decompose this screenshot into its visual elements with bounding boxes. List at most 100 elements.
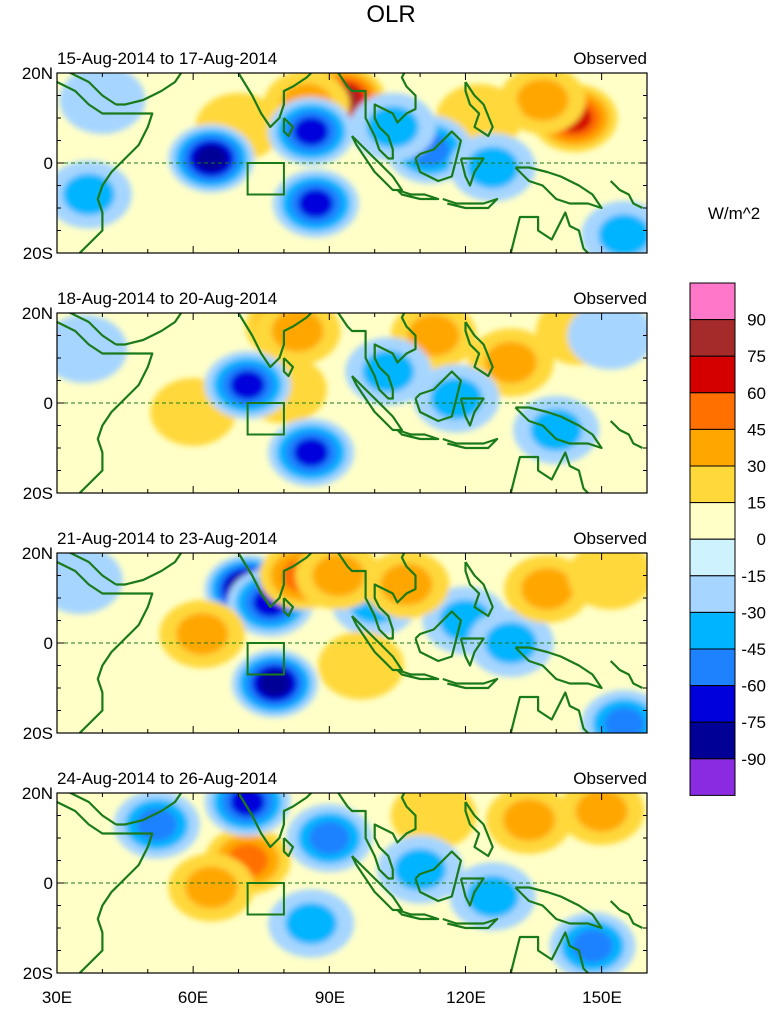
anomaly-contour <box>308 821 350 855</box>
anomaly-contour <box>318 631 405 700</box>
y-tick-label: 20S <box>23 724 53 743</box>
coastline <box>282 837 295 858</box>
panel-label: Observed <box>573 289 647 308</box>
colorbar-swatch <box>689 319 736 357</box>
coastline <box>442 197 499 210</box>
colorbar-label: -15 <box>741 567 766 586</box>
coastline <box>116 73 183 106</box>
panel-label: Observed <box>573 769 647 788</box>
anomaly-contour <box>394 848 447 891</box>
colorbar-label: 75 <box>747 347 766 366</box>
coastline <box>57 321 154 493</box>
colorbar-swatch <box>689 392 736 430</box>
coastline <box>442 677 499 690</box>
anomaly-contour <box>312 554 365 597</box>
anomaly-contour <box>407 314 460 357</box>
coastline <box>442 437 499 450</box>
region-box <box>246 402 285 436</box>
coastline <box>57 801 154 973</box>
panel-label: Observed <box>573 49 647 68</box>
anomaly-contour <box>484 622 537 664</box>
y-tick-label: 20S <box>23 244 53 263</box>
map-panel: 24-Aug-2014 to 26-Aug-2014 Observed 20N 0 20… <box>22 769 648 983</box>
colorbar-label: -30 <box>741 603 766 622</box>
anomaly-contour <box>230 793 266 817</box>
anomaly-contour <box>176 613 229 655</box>
anomaly-contour <box>572 929 613 963</box>
colorbar-swatch <box>689 685 736 723</box>
region-box <box>246 642 285 676</box>
map-panel: 15-Aug-2014 to 17-Aug-2014 Observed 20N 0 20… <box>22 49 648 263</box>
colorbar: 90 75 60 45 30 15 0 -15 -30 -45 -60 -75 -90 <box>689 282 766 796</box>
anomaly-contour <box>516 79 569 121</box>
coastline <box>509 691 589 733</box>
colorbar-label: 15 <box>747 494 766 513</box>
coastline <box>396 428 440 441</box>
colorbar-label: -90 <box>741 750 766 769</box>
colorbar-label: 45 <box>747 420 766 439</box>
anomaly-contour <box>259 670 291 697</box>
coastline <box>414 370 462 423</box>
coastline <box>57 561 154 733</box>
chart-title: OLR <box>366 1 415 28</box>
x-tick-label: 90E <box>315 988 345 1007</box>
anomaly-contour <box>57 315 128 383</box>
coastline <box>335 793 417 880</box>
colorbar-swatch <box>689 611 736 650</box>
colorbar-units: W/m^2 <box>708 204 760 223</box>
panel-period: 21-Aug-2014 to 23-Aug-2014 <box>57 529 277 548</box>
region-box <box>246 162 285 196</box>
anomaly-contour <box>603 707 645 733</box>
colorbar-swatch <box>689 355 736 394</box>
coastline <box>282 357 295 378</box>
coastline <box>509 931 589 973</box>
coastline <box>234 313 313 369</box>
anomaly-contour <box>366 106 419 148</box>
coastline <box>414 130 462 183</box>
coastline <box>459 397 485 427</box>
y-tick-label: 20S <box>23 484 53 503</box>
coastline <box>514 886 603 930</box>
region-box <box>246 882 285 916</box>
coastline <box>351 375 403 432</box>
coastline <box>464 801 494 858</box>
anomaly-contour <box>293 117 329 146</box>
anomaly-contour <box>390 793 477 850</box>
coastline <box>67 793 117 826</box>
y-tick-label: 0 <box>44 874 53 893</box>
panel-period: 18-Aug-2014 to 20-Aug-2014 <box>57 289 277 308</box>
anomaly-contour <box>503 799 555 841</box>
panel-period: 15-Aug-2014 to 17-Aug-2014 <box>57 49 277 68</box>
coastline <box>514 166 603 210</box>
coastline <box>464 561 494 618</box>
panel-label: Observed <box>573 529 647 548</box>
coastline <box>282 117 295 138</box>
colorbar-swatch <box>689 502 736 540</box>
coastline <box>67 73 117 106</box>
olr-field <box>57 793 647 973</box>
colorbar-swatch <box>689 465 736 504</box>
coastline <box>116 553 183 586</box>
coastline <box>67 313 117 346</box>
olr-field <box>57 73 647 253</box>
anomaly-contour <box>195 145 228 172</box>
coastline <box>464 81 494 138</box>
colorbar-swatch <box>689 758 736 796</box>
colorbar-swatch <box>689 428 736 467</box>
coastline <box>67 553 117 586</box>
coastline <box>459 157 485 187</box>
coastline <box>442 917 499 930</box>
coastline <box>335 553 417 640</box>
coastline <box>609 900 643 929</box>
anomaly-contour <box>380 563 433 606</box>
coastline <box>514 646 603 690</box>
coastline <box>414 850 462 903</box>
coastline <box>609 180 643 209</box>
coastline <box>459 637 485 667</box>
coastline <box>464 321 494 378</box>
anomaly-contour <box>185 866 238 909</box>
colorbar-label: 60 <box>747 384 766 403</box>
coastline <box>609 420 643 449</box>
anomaly-contour <box>466 146 519 189</box>
